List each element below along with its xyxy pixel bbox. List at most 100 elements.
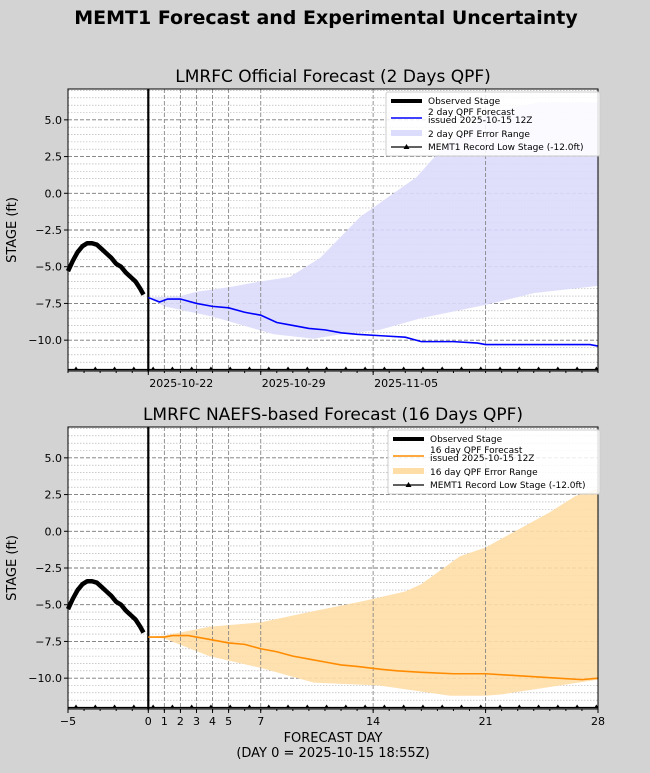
x-tick-label: 1 (161, 715, 168, 728)
legend-label: MEMT1 Record Low Stage (-12.0ft) (430, 481, 586, 491)
legend-label: Observed Stage (430, 435, 503, 445)
forecast-line (148, 634, 599, 681)
record-low-marker (74, 704, 79, 708)
x-tick-label: 4 (209, 715, 216, 728)
record-low-marker (420, 704, 425, 708)
y-tick-label: −2.5 (35, 224, 62, 237)
record-low-marker (208, 366, 213, 370)
legend-triangle-marker (403, 144, 410, 149)
x-tick-label: 2025-10-29 (262, 377, 326, 390)
x-tick-label: 3 (193, 715, 200, 728)
legend-triangle-marker (405, 482, 412, 487)
x-tick-label: 28 (591, 715, 605, 728)
x-tick-label: 7 (257, 715, 264, 728)
legend-swatch-band (393, 468, 424, 474)
y-tick-label: 0.0 (45, 525, 63, 538)
record-low-marker (189, 704, 194, 708)
record-low-marker (208, 704, 213, 708)
figure-title: MEMT1 Forecast and Experimental Uncertai… (74, 7, 578, 29)
legend-label: issued 2025-10-15 12Z (428, 116, 532, 126)
forecast-line (148, 296, 599, 347)
y-axis-label: STAGE (ft) (5, 197, 20, 263)
legend-label: 16 day QPF Error Range (430, 468, 538, 478)
record-low-marker (575, 704, 580, 708)
record-low-marker (459, 366, 464, 370)
y-tick-label: 0.0 (45, 187, 63, 200)
legend-label: 2 day QPF Error Range (428, 130, 530, 140)
record-low-marker (324, 366, 329, 370)
record-low-marker (93, 704, 98, 708)
record-low-marker (324, 704, 329, 708)
legend-box (385, 91, 601, 157)
record-low-marker (420, 366, 425, 370)
plot-area: 5.0 2.5 0.0 −2.5 −5.0 −7.5 −10.0 2025-10-22 2025… (28, 88, 601, 390)
panel-official: LMRFC Official Forecast (2 Days QPF) STA… (5, 67, 601, 390)
observed-stage-line (65, 578, 146, 634)
record-low-marker (440, 704, 445, 708)
y-axis-label: STAGE (ft) (5, 535, 20, 601)
y-tick-label: −10.0 (28, 334, 62, 347)
record-low-marker (247, 704, 252, 708)
record-low-marker (478, 366, 483, 370)
record-low-marker (170, 704, 175, 708)
panel-title: LMRFC NAEFS-based Forecast (16 Days QPF) (143, 405, 523, 425)
record-low-marker (131, 704, 136, 708)
record-low-marker (401, 704, 406, 708)
record-low-marker (74, 366, 79, 370)
legend-label: MEMT1 Record Low Stage (-12.0ft) (428, 143, 584, 153)
x-tick-label: −5 (60, 715, 76, 728)
legend-label: 16 day QPF Forecast (430, 446, 523, 456)
panel-naefs: LMRFC NAEFS-based Forecast (16 Days QPF)… (5, 405, 605, 761)
y-tick-label: 5.0 (45, 114, 63, 127)
record-low-marker (536, 704, 541, 708)
record-low-marker (517, 366, 522, 370)
record-low-marker (594, 704, 599, 708)
record-low-marker (93, 366, 98, 370)
record-low-marker (247, 366, 252, 370)
x-tick-label: 21 (479, 715, 493, 728)
record-low-marker (555, 366, 560, 370)
record-low-marker (498, 366, 503, 370)
record-low-marker (440, 366, 445, 370)
record-low-marker (131, 366, 136, 370)
record-low-marker (517, 704, 522, 708)
record-low-marker (478, 704, 483, 708)
record-low-marker (363, 366, 368, 370)
record-low-marker (189, 366, 194, 370)
record-low-marker (343, 366, 348, 370)
record-low-marker (151, 704, 156, 708)
record-low-marker (228, 366, 233, 370)
y-tick-label: 2.5 (45, 151, 63, 164)
record-low-marker (112, 704, 117, 708)
record-low-marker (594, 366, 599, 370)
y-tick-label: −7.5 (35, 635, 62, 648)
record-low-marker (228, 704, 233, 708)
record-low-marker (286, 366, 291, 370)
x-tick-label: 14 (366, 715, 380, 728)
legend-label: Observed Stage (428, 97, 501, 107)
x-axis-label: FORECAST DAY (284, 731, 383, 746)
legend-box (387, 429, 601, 495)
y-tick-label: 2.5 (45, 489, 63, 502)
record-low-marker (555, 704, 560, 708)
legend-swatch-band (391, 130, 422, 136)
record-low-marker (266, 704, 271, 708)
x-tick-label: 5 (225, 715, 232, 728)
record-low-marker (382, 704, 387, 708)
record-low-marker (536, 366, 541, 370)
record-low-marker (401, 366, 406, 370)
x-tick-label: 0 (145, 715, 152, 728)
record-low-marker (363, 704, 368, 708)
y-tick-label: 5.0 (45, 452, 63, 465)
record-low-marker (575, 366, 580, 370)
y-tick-label: −10.0 (28, 672, 62, 685)
record-low-marker (382, 366, 387, 370)
x-axis-sublabel: (DAY 0 = 2025-10-15 18:55Z) (236, 746, 429, 761)
legend-label: 2 day QPF Forecast (428, 108, 515, 118)
record-low-marker (459, 704, 464, 708)
record-low-marker (151, 366, 156, 370)
y-tick-label: −5.0 (35, 261, 62, 274)
